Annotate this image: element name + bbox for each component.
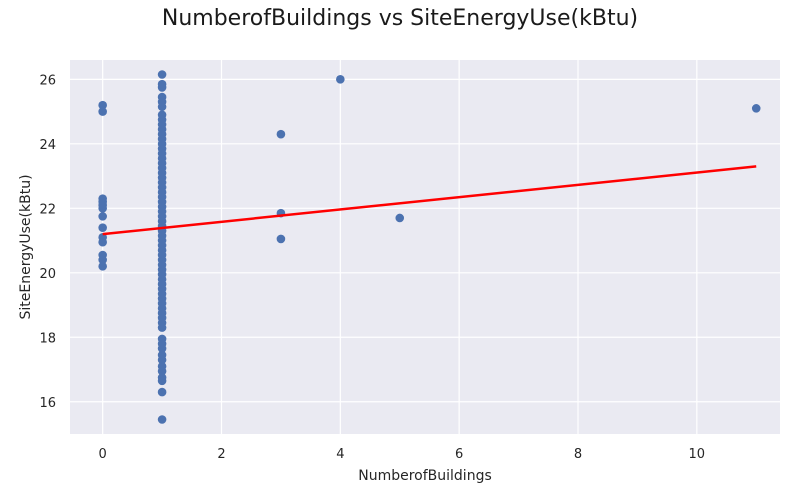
data-point bbox=[276, 129, 286, 139]
data-points bbox=[98, 70, 761, 424]
chart-title: NumberofBuildings vs SiteEnergyUse(kBtu) bbox=[161, 6, 639, 31]
data-point bbox=[157, 70, 167, 79]
y-tick-label: 16 bbox=[39, 396, 56, 411]
x-tick-label: 10 bbox=[689, 447, 706, 462]
data-point bbox=[157, 415, 167, 424]
x-tick-label: 4 bbox=[336, 447, 344, 462]
data-point bbox=[98, 204, 107, 213]
data-point bbox=[157, 102, 167, 112]
data-point bbox=[336, 75, 345, 84]
plot-area bbox=[70, 60, 780, 434]
data-point bbox=[751, 104, 761, 113]
x-tick-label: 2 bbox=[217, 447, 225, 462]
data-point bbox=[98, 212, 107, 221]
data-point bbox=[98, 107, 107, 116]
x-tick-label: 8 bbox=[574, 447, 582, 462]
y-tick-label: 26 bbox=[39, 73, 56, 88]
x-axis-label: NumberofBuildings bbox=[358, 468, 492, 484]
data-point bbox=[98, 255, 107, 265]
y-tick-label: 20 bbox=[39, 267, 56, 282]
data-point bbox=[157, 323, 167, 332]
regression-line bbox=[102, 165, 757, 236]
x-tick-label: 0 bbox=[99, 447, 107, 462]
data-point bbox=[98, 237, 107, 247]
data-point bbox=[157, 83, 167, 92]
y-tick-label: 22 bbox=[39, 202, 56, 217]
data-point bbox=[157, 344, 167, 353]
data-point bbox=[157, 387, 167, 397]
data-point bbox=[98, 223, 107, 232]
data-point bbox=[98, 262, 107, 271]
data-point bbox=[276, 234, 286, 244]
grid-lines bbox=[70, 60, 780, 434]
x-tick-label: 6 bbox=[455, 447, 463, 462]
y-tick-label: 24 bbox=[39, 138, 56, 153]
data-point bbox=[157, 355, 167, 365]
y-axis-label: SiteEnergyUse(kBtu) bbox=[18, 174, 34, 319]
data-point bbox=[98, 100, 107, 110]
data-point bbox=[395, 213, 405, 223]
data-point bbox=[157, 376, 167, 386]
y-tick-label: 18 bbox=[39, 331, 56, 346]
data-point bbox=[157, 366, 167, 376]
